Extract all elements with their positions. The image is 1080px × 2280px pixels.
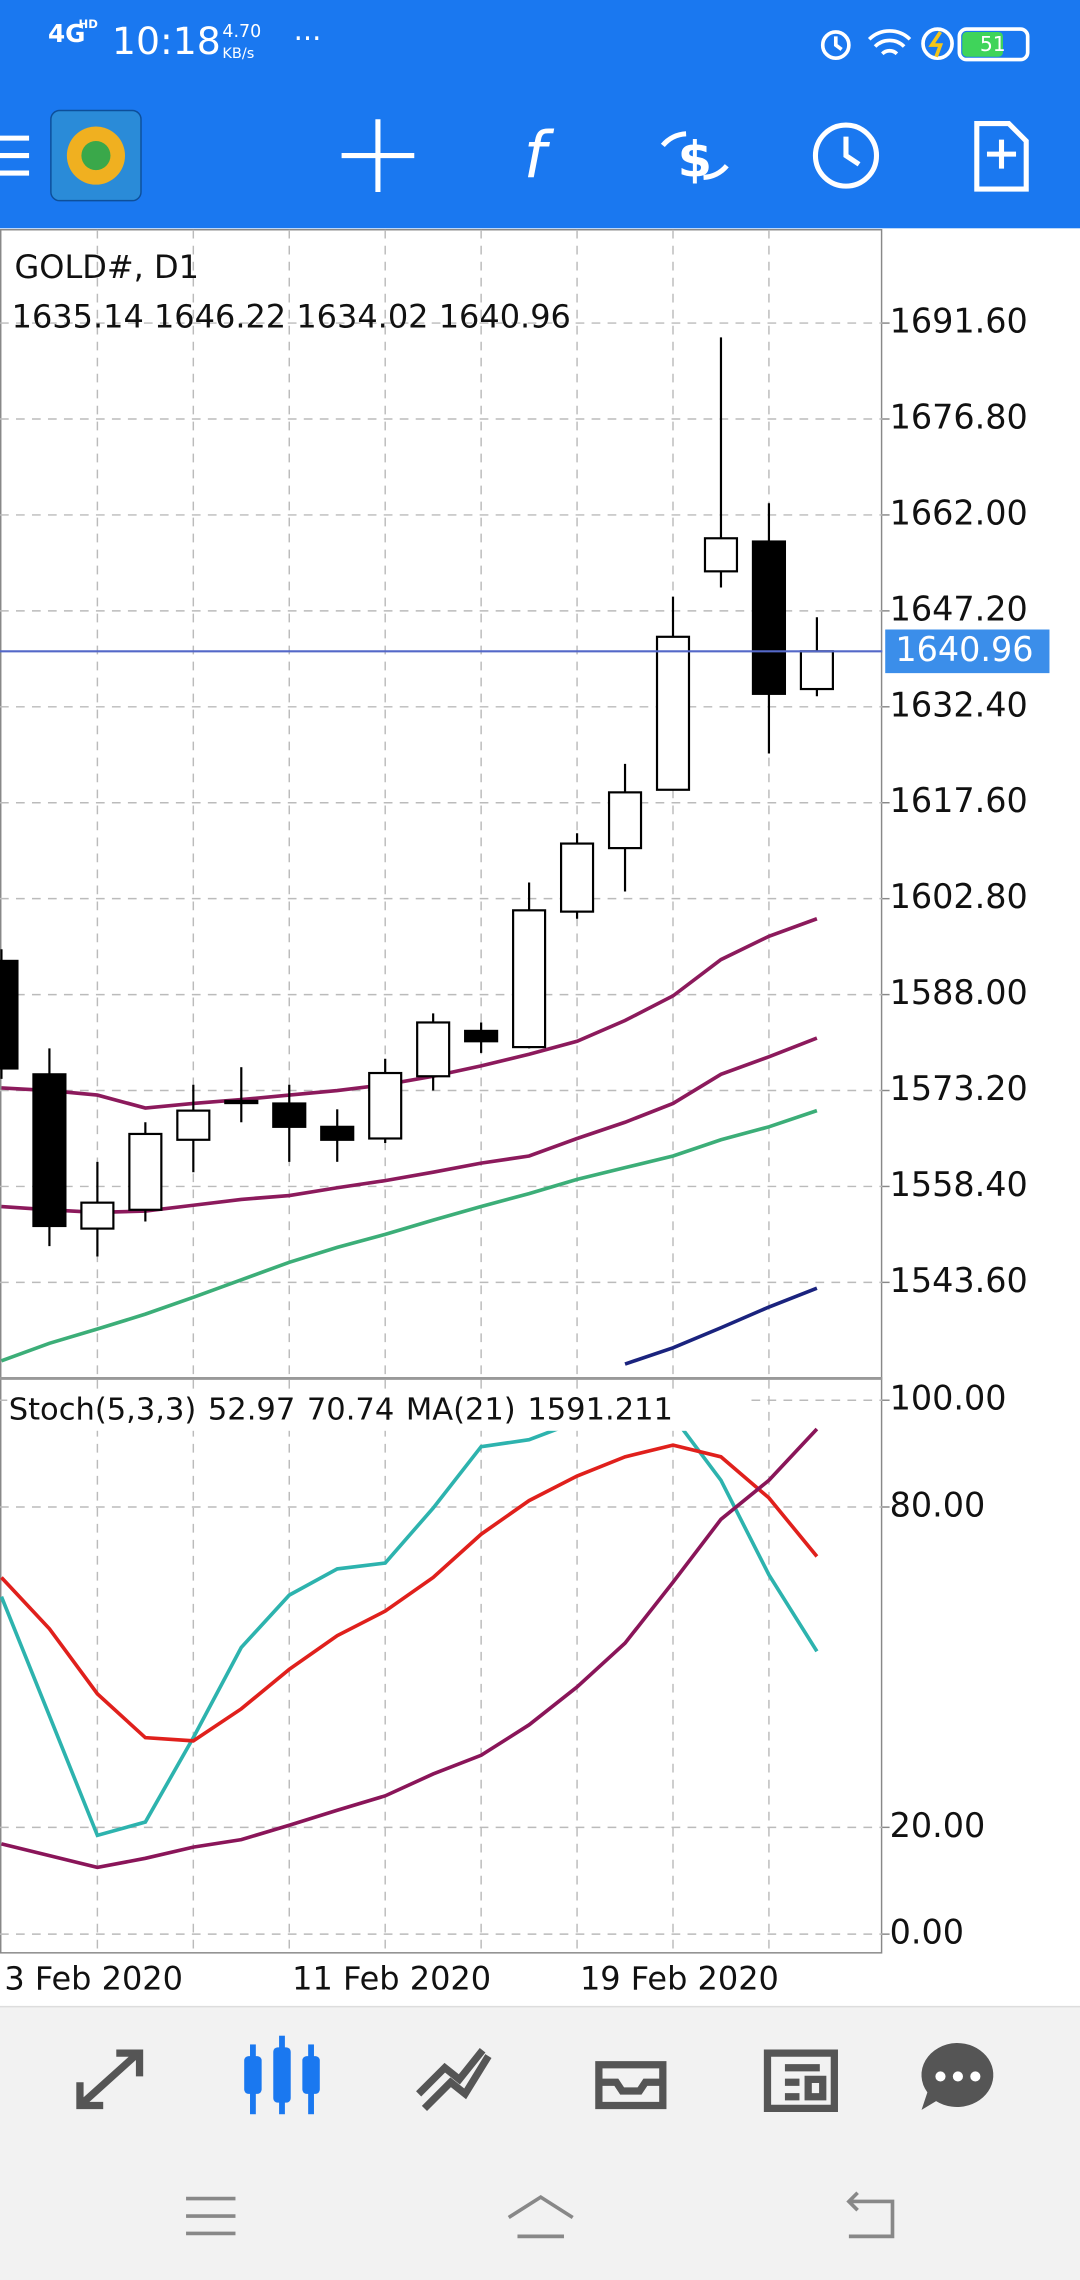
x-tick-label: 11 Feb 2020: [292, 1959, 491, 1997]
close: 1640.96: [439, 297, 571, 335]
y-tick-label: 1602.80: [890, 877, 1028, 916]
candle-body: [655, 635, 691, 791]
chart-title: GOLD#, D1: [15, 248, 199, 286]
candle-body: [368, 1071, 403, 1140]
current-price-label: 1640.96: [895, 630, 1033, 669]
candle-body: [320, 1125, 355, 1141]
series-line: [624, 1286, 818, 1366]
stoch-label-bg: [7, 1390, 752, 1431]
stoch-k: 52.97: [208, 1392, 295, 1427]
y-tick-label: 1543.60: [890, 1261, 1028, 1300]
candle-body: [559, 842, 595, 913]
network: 4G: [48, 19, 85, 48]
chart-frame: [0, 229, 883, 1954]
toolbar[interactable]: [0, 119, 1029, 192]
y-tick-label: 100.00: [890, 1379, 1007, 1418]
app-bar: [0, 0, 1080, 229]
y-tick-label: 20.00: [890, 1806, 986, 1845]
candle-body: [607, 791, 643, 850]
pane: [0, 229, 883, 1378]
app-logo-mark: [81, 141, 111, 171]
more: ···: [294, 22, 322, 56]
network-sup: HD: [78, 17, 98, 31]
low: 1634.02: [296, 297, 428, 335]
x-tick-label: 19 Feb 2020: [580, 1959, 779, 1997]
y-tick-label: 1691.60: [890, 302, 1028, 341]
y-tick-label: 1662.00: [890, 493, 1028, 532]
stoch-d: 70.74: [307, 1392, 394, 1427]
high: 1646.22: [154, 297, 286, 335]
candle-body: [128, 1132, 163, 1211]
y-tick-label: 1676.80: [890, 398, 1028, 437]
bottom-bar: [0, 2006, 1080, 2280]
chat-dots: [935, 2071, 981, 2082]
battery: 51: [980, 32, 1006, 56]
candle-body: [0, 959, 19, 1070]
series-line: [1, 1036, 818, 1215]
y-tick-label: 1617.60: [890, 781, 1028, 820]
candle-body: [799, 650, 834, 691]
candle-body: [272, 1102, 307, 1128]
series-line: [0, 1443, 819, 1743]
stoch-label: Stoch(5,3,3) 52.97 70.74 MA(21) 1591.211: [9, 1392, 673, 1427]
ohlc: 1635.14 1646.22 1634.02 1640.96: [12, 297, 571, 335]
candle-body: [464, 1029, 499, 1043]
ma-value: 1591.211: [527, 1392, 673, 1427]
candle-body: [416, 1021, 451, 1078]
candle-body: [224, 1099, 259, 1105]
speed-unit: KB/s: [222, 46, 254, 62]
stoch-title: Stoch(5,3,3): [9, 1392, 197, 1427]
y-tick-label: 1573.20: [890, 1069, 1028, 1108]
system-nav[interactable]: [186, 2191, 895, 2239]
clock: 10:18: [112, 19, 221, 63]
candle-body: [703, 537, 739, 573]
speed: 4.70: [222, 22, 261, 42]
candle-body: [751, 540, 787, 695]
series-line: [0, 1108, 818, 1363]
y-tick-label: 1632.40: [890, 685, 1028, 724]
y-tick-label: 80.00: [890, 1485, 986, 1524]
series-line: [1, 917, 818, 1110]
candle-body: [176, 1109, 211, 1141]
y-tick-label: 1588.00: [890, 973, 1028, 1012]
current-price-box: [885, 629, 1050, 674]
ma-label: MA(21): [406, 1392, 516, 1427]
open: 1635.14: [12, 297, 144, 335]
candle-body: [32, 1073, 67, 1228]
series-line: [1, 1427, 819, 1870]
battery-level: [962, 31, 1003, 57]
y-tick-label: 1647.20: [890, 589, 1028, 628]
candle-body: [80, 1201, 115, 1230]
x-tick-label: 3 Feb 2020: [4, 1959, 183, 1997]
candle-body: [512, 909, 547, 1049]
y-tick-label: 1558.40: [890, 1165, 1028, 1204]
tab-active[interactable]: [244, 2035, 320, 2115]
status-icons: [820, 27, 1030, 62]
tab-icons[interactable]: [76, 2047, 838, 2113]
y-tick-label: 0.00: [890, 1913, 964, 1952]
trade-icon[interactable]: $: [678, 130, 712, 188]
